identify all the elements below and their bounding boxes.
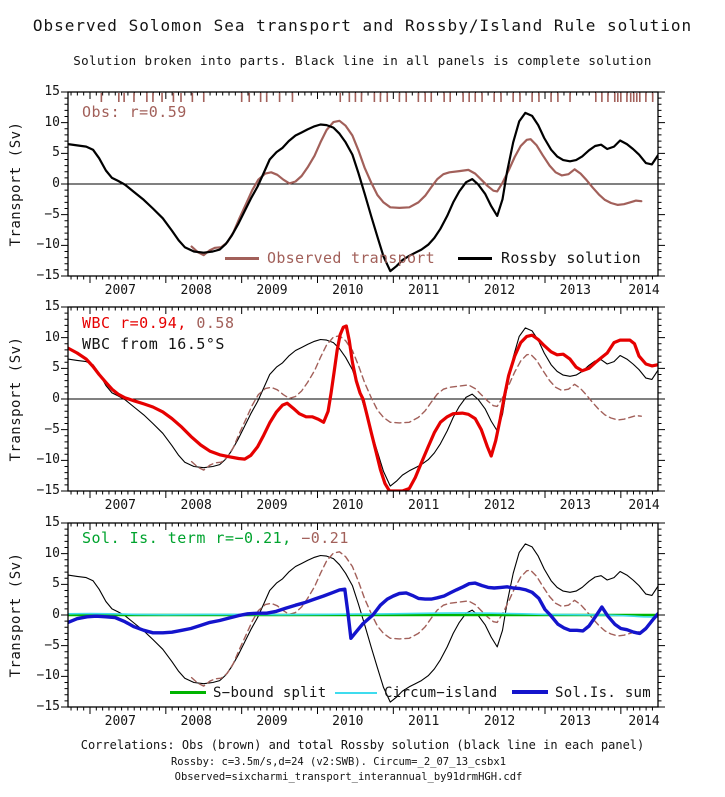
panel1-xtick-2014: 2014 bbox=[628, 283, 660, 298]
legend-sbound-label: S−bound split bbox=[213, 685, 327, 701]
footer-observed-file: Observed=sixcharmi_transport_interannual… bbox=[174, 771, 523, 783]
panel1-xtick-2008: 2008 bbox=[180, 283, 212, 298]
footer-correlations: Correlations: Obs (brown) and total Ross… bbox=[80, 738, 645, 752]
panel3-r-main: Sol. Is. term r=−0.21, bbox=[82, 529, 292, 547]
series-observed-panel2 bbox=[190, 335, 642, 471]
series-observed-panel1 bbox=[190, 119, 643, 257]
panel3-ytick-5: 5 bbox=[52, 576, 60, 592]
panel2-xtick-2013: 2013 bbox=[559, 498, 591, 513]
panel2-xtick-2007: 2007 bbox=[104, 498, 136, 513]
panel2-ytick-5: 5 bbox=[52, 360, 60, 376]
panel1-ytick-0: 0 bbox=[52, 176, 60, 191]
series-sol_is_sum-panel3 bbox=[68, 581, 658, 640]
panel3-xtick-2011: 2011 bbox=[408, 714, 440, 729]
panel1-xtick-2013: 2013 bbox=[559, 283, 591, 298]
panel3-ytick-−15: −15 bbox=[36, 699, 60, 714]
panel1-ytick-−15: −15 bbox=[36, 268, 60, 283]
panel3-ytick-15: 15 bbox=[44, 515, 60, 530]
legend-observed-line-sample bbox=[225, 257, 259, 260]
panel2-xtick-2009: 2009 bbox=[256, 498, 288, 513]
y-axis-label-panel2: Transport (Sv) bbox=[8, 336, 24, 462]
panel1-ytick-5: 5 bbox=[52, 145, 60, 161]
panel2-xtick-2008: 2008 bbox=[180, 498, 212, 513]
panel1-xtick-2012: 2012 bbox=[483, 283, 516, 298]
panel2-ytick-−10: −10 bbox=[36, 452, 60, 468]
panel2-xtick-2014: 2014 bbox=[628, 498, 660, 513]
panel3-xtick-2013: 2013 bbox=[559, 714, 591, 729]
panel3-xtick-2008: 2008 bbox=[180, 714, 212, 729]
series-complete-panel3 bbox=[68, 543, 658, 703]
panel1-ytick-−10: −10 bbox=[36, 237, 60, 253]
panel3-ytick-−5: −5 bbox=[44, 637, 60, 653]
panel3-annotation: Sol. Is. term r=−0.21, −0.21 bbox=[82, 529, 349, 547]
panel2-xtick-2011: 2011 bbox=[408, 498, 440, 513]
panel3-xtick-2012: 2012 bbox=[483, 714, 516, 729]
panel1-ytick-15: 15 bbox=[44, 84, 60, 99]
panel1-ytick-−5: −5 bbox=[44, 206, 60, 222]
panel3-xtick-2014: 2014 bbox=[628, 714, 660, 729]
series-observed-panel3 bbox=[190, 551, 642, 687]
legend-rossby-label: Rossby solution bbox=[501, 249, 641, 267]
legend-circum-line-sample bbox=[335, 692, 377, 694]
panel3-xtick-2007: 2007 bbox=[104, 714, 136, 729]
panel2-ytick-10: 10 bbox=[44, 329, 60, 345]
panel3-axis-ticks bbox=[61, 522, 665, 714]
panel2-ytick-15: 15 bbox=[44, 299, 60, 314]
panel2-xtick-2010: 2010 bbox=[332, 498, 364, 513]
footer-rossby-config: Rossby: c=3.5m/s,d=24 (v2:SWB). Circum=_… bbox=[170, 756, 507, 768]
panel3-r-obs: −0.21 bbox=[291, 529, 349, 547]
panel1-xtick-2011: 2011 bbox=[408, 283, 440, 298]
legend-observed-label: Observed transport bbox=[267, 249, 435, 267]
panel3-xtick-2009: 2009 bbox=[256, 714, 288, 729]
legend-rossby-line-sample bbox=[458, 257, 492, 260]
panel1-xtick-2009: 2009 bbox=[256, 283, 288, 298]
chart-title: Observed Solomon Sea transport and Rossb… bbox=[32, 16, 693, 35]
panel3-ytick-0: 0 bbox=[52, 607, 60, 622]
panel3-ytick-10: 10 bbox=[44, 545, 60, 561]
panel1-xtick-2007: 2007 bbox=[104, 283, 136, 298]
legend-circum-label: Circum−island bbox=[384, 685, 498, 701]
panel3-xtick-2010: 2010 bbox=[332, 714, 364, 729]
panel2-axis-ticks bbox=[61, 306, 665, 498]
y-axis-label-panel3: Transport (Sv) bbox=[8, 552, 24, 678]
panel2-xtick-2012: 2012 bbox=[483, 498, 516, 513]
panel2-annotation-line1: WBC r=0.94, 0.58 bbox=[82, 314, 235, 332]
legend-solis-label: Sol.Is. sum bbox=[555, 685, 652, 701]
panel1-frame bbox=[67, 91, 659, 277]
series-wbc-panel2 bbox=[68, 324, 658, 491]
panel2-r-main: WBC r=0.94, bbox=[82, 314, 187, 332]
panel2-ytick-−15: −15 bbox=[36, 483, 60, 498]
series-complete-panel1 bbox=[68, 111, 658, 273]
panel2-frame bbox=[67, 306, 659, 492]
panel3-ytick-−10: −10 bbox=[36, 668, 60, 684]
panel2-ytick-0: 0 bbox=[52, 391, 60, 406]
obs-sampling-ticks bbox=[100, 93, 654, 102]
legend-solis-line-sample bbox=[512, 690, 548, 694]
legend-sbound-line-sample bbox=[170, 691, 206, 694]
chart-subtitle: Solution broken into parts. Black line i… bbox=[73, 53, 652, 68]
panel3-frame bbox=[67, 522, 659, 708]
panel1-annotation: Obs: r=0.59 bbox=[82, 103, 187, 121]
series-complete-panel2 bbox=[68, 327, 658, 487]
panel2-ytick-−5: −5 bbox=[44, 421, 60, 437]
panel1-ytick-10: 10 bbox=[44, 114, 60, 130]
panel2-annotation-line2: WBC from 16.5°S bbox=[82, 335, 225, 353]
y-axis-label-panel1: Transport (Sv) bbox=[8, 121, 24, 247]
panel1-xtick-2010: 2010 bbox=[332, 283, 364, 298]
panel2-r-obs: 0.58 bbox=[186, 314, 235, 332]
